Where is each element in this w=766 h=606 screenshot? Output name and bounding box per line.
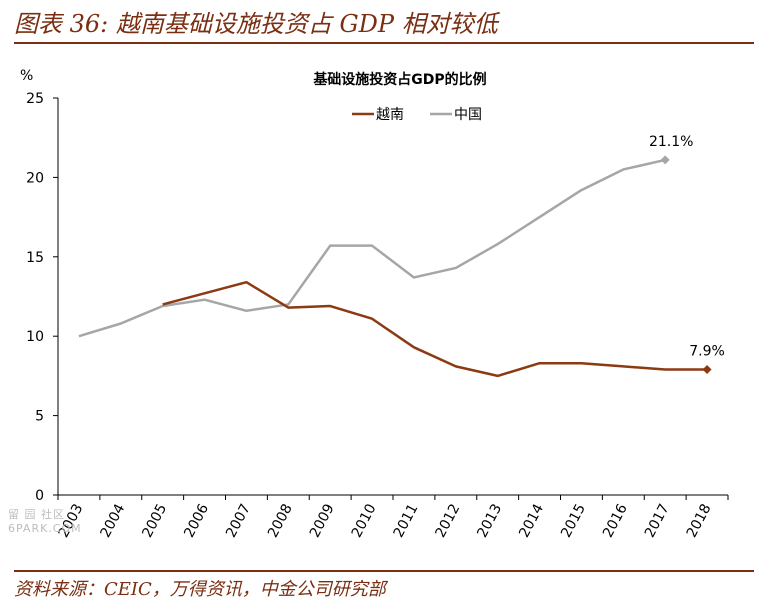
watermark-line-2: 6PARK.COM [8,522,82,535]
y-tick-label: 5 [35,409,44,425]
end-label-china: 21.1% [649,134,693,150]
series-layer: 21.1% 7.9% [78,134,725,378]
end-marker-china [660,155,670,165]
x-tick-label: 2016 [600,501,631,540]
x-tick-label: 2013 [474,501,505,540]
x-tick-label: 2008 [265,501,296,540]
x-tick-label: 2017 [642,501,673,540]
source-note: 资料来源：CEIC，万得资讯，中金公司研究部 [14,579,386,600]
x-tick-label: 2009 [307,501,338,540]
source-divider [14,570,754,572]
x-tick-label: 2006 [181,501,212,540]
y-tick-label: 0 [35,488,44,504]
x-tick-label: 2011 [391,501,422,540]
watermark: 留 园 社区 6PARK.COM [8,508,82,536]
x-tick-label: 2010 [349,501,380,540]
legend-label-china: 中国 [454,107,482,123]
legend: 越南 中国 [352,107,482,123]
y-axis-unit-label: % [20,68,33,84]
y-tick-label: 20 [26,170,44,186]
y-tick-label: 25 [26,91,44,107]
y-tick-label: 15 [26,250,44,266]
legend-label-vietnam: 越南 [376,107,404,123]
series-line-china [78,158,666,338]
y-tick-label: 10 [26,329,44,345]
end-marker-vietnam [702,365,712,375]
title-divider [14,42,754,44]
x-tick-label: 2005 [139,501,170,540]
x-tick-label: 2015 [558,501,589,540]
chart-title: 基础设施投资占GDP的比例 [313,71,486,88]
x-tick-label: 2014 [516,501,547,540]
x-tick-label: 2004 [97,501,128,540]
x-tick-label: 2012 [432,501,463,540]
series-line-vietnam [162,280,708,378]
figure-title: 图表 36: 越南基础设施投资占 GDP 相对较低 [14,10,498,38]
x-tick-label: 2007 [223,501,254,540]
end-label-vietnam: 7.9% [689,344,725,360]
watermark-line-1: 留 园 社区 [8,508,65,521]
x-tick-label: 2018 [684,501,715,540]
